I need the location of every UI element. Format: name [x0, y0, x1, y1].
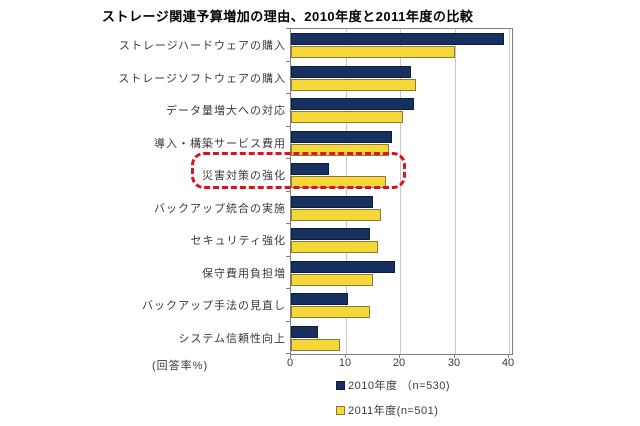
y-tick-6 [286, 223, 290, 224]
legend-item-2011: 2011年度(n=501) [336, 402, 450, 418]
bar-2010-row-2 [291, 98, 414, 110]
x-tick-label-10: 10 [338, 357, 352, 369]
x-tick-0 [290, 354, 291, 358]
gridline-30 [455, 29, 456, 354]
bar-2011-row-2 [291, 111, 403, 123]
bar-2010-row-9 [291, 326, 318, 338]
legend-item-2010: 2010年度 （n=530) [336, 377, 450, 393]
y-tick-8 [286, 288, 290, 289]
y-tick-2 [286, 93, 290, 94]
x-tick-10 [345, 354, 346, 358]
y-tick-5 [286, 191, 290, 192]
category-label-2: データ量増大への対応 [166, 104, 286, 117]
bar-2011-row-6 [291, 241, 378, 253]
bar-2011-row-9 [291, 339, 340, 351]
x-tick-40 [508, 354, 509, 358]
category-label-8: バックアップ手法の見直し [142, 299, 286, 312]
category-label-5: バックアップ統合の実施 [154, 202, 286, 215]
y-tick-1 [286, 61, 290, 62]
legend-label: 2011年度(n=501) [348, 405, 439, 417]
y-tick-10 [286, 353, 290, 354]
category-label-3: 導入・構築サービス費用 [154, 137, 286, 150]
highlight-box-disaster-recovery [191, 152, 406, 189]
legend-swatch-icon [336, 405, 345, 415]
bar-2010-row-6 [291, 228, 370, 240]
bar-2010-row-8 [291, 293, 348, 305]
x-tick-label-40: 40 [501, 357, 515, 369]
x-axis-unit-label: (回答率%) [152, 360, 209, 372]
bar-2011-row-0 [291, 46, 455, 58]
legend-label: 2010年度 （n=530) [348, 380, 451, 392]
y-tick-3 [286, 126, 290, 127]
y-tick-9 [286, 321, 290, 322]
legend: 2010年度 （n=530) 2011年度(n=501) [336, 377, 450, 426]
plot-area [290, 28, 513, 355]
category-label-7: 保守費用負担増 [202, 267, 286, 280]
bar-2011-row-5 [291, 209, 381, 221]
category-label-0: ストレージハードウェアの購入 [118, 39, 286, 52]
x-tick-label-20: 20 [392, 357, 406, 369]
bar-2010-row-4 [291, 163, 329, 175]
x-tick-20 [399, 354, 400, 358]
chart-title: ストレージ関連予算増加の理由、2010年度と2011年度の比較 [102, 9, 474, 24]
x-tick-30 [454, 354, 455, 358]
bar-2010-row-0 [291, 33, 504, 45]
legend-swatch-icon [336, 380, 345, 390]
gridline-10 [346, 29, 347, 354]
category-label-1: ストレージソフトウェアの購入 [118, 72, 286, 85]
bar-2010-row-3 [291, 131, 392, 143]
x-tick-label-0: 0 [286, 357, 294, 369]
gridline-40 [509, 29, 510, 354]
bar-2010-row-5 [291, 196, 373, 208]
bar-2010-row-1 [291, 66, 411, 78]
x-tick-label-30: 30 [447, 357, 461, 369]
bar-2010-row-7 [291, 261, 395, 273]
bar-2011-row-8 [291, 306, 370, 318]
gridline-20 [400, 29, 401, 354]
bar-2011-row-1 [291, 79, 416, 91]
category-label-4: 災害対策の強化 [202, 169, 286, 182]
category-label-6: セキュリティ強化 [190, 234, 286, 247]
y-tick-7 [286, 256, 290, 257]
bar-2011-row-7 [291, 274, 373, 286]
category-label-9: システム信頼性向上 [178, 332, 286, 345]
y-tick-0 [286, 28, 290, 29]
y-tick-4 [286, 158, 290, 159]
